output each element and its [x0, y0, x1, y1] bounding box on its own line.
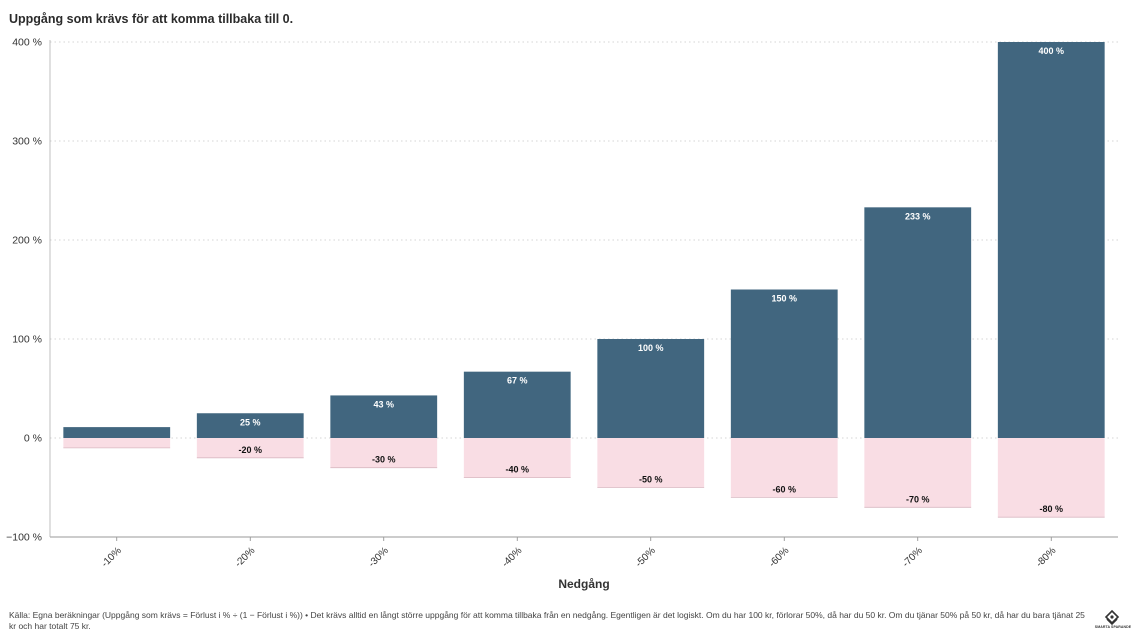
- bar-label-decline: -50 %: [639, 475, 663, 485]
- x-tick-label: -50%: [634, 545, 658, 569]
- x-axis-label: Nedgång: [558, 577, 609, 591]
- bar-label-decline: -60 %: [772, 484, 796, 494]
- source-note: Källa: Egna beräkningar (Uppgång som krä…: [9, 610, 1085, 631]
- bar-label-decline: -30 %: [372, 455, 396, 465]
- bar-required-gain: [597, 339, 705, 438]
- bar-decline: [597, 438, 705, 488]
- brand-logo-icon: [1104, 609, 1120, 626]
- bar-label-gain: 43 %: [373, 399, 394, 409]
- data-labels: 25 % -20 % 43 % -30 % 67 % -40 % 100 % -50 % 150…: [238, 46, 1064, 514]
- y-tick-label: 400 %: [12, 37, 42, 49]
- bar-decline: [63, 438, 171, 448]
- x-tick-label: -70%: [901, 545, 925, 569]
- x-tick-label: -20%: [233, 545, 257, 569]
- y-tick-label: 300 %: [12, 136, 42, 148]
- bar-required-gain: [463, 371, 571, 438]
- bar-label-gain: 400 %: [1038, 46, 1064, 56]
- x-tick-label: -80%: [1034, 545, 1058, 569]
- bar-label-decline: -70 %: [906, 494, 930, 504]
- bar-decline: [330, 438, 438, 468]
- x-tick-label: -30%: [367, 545, 391, 569]
- bar-chart: −100 % 0 % 100 % 200 % 300 % 400 % -10% -20% -30…: [6, 37, 1118, 591]
- bar-decline: [997, 438, 1105, 518]
- bar-required-gain: [997, 42, 1105, 438]
- bar-required-gain: [864, 207, 972, 438]
- chart-title: Uppgång som krävs för att komma tillbaka…: [9, 12, 294, 26]
- bar-decline: [463, 438, 571, 478]
- bar-required-gain: [730, 289, 838, 438]
- bar-label-gain: 233 %: [905, 211, 931, 221]
- bar-label-gain: 100 %: [638, 343, 664, 353]
- bar-label-gain: 67 %: [507, 376, 528, 386]
- bar-label-decline: -80 %: [1039, 504, 1063, 514]
- bar-label-decline: -20 %: [238, 445, 262, 455]
- bar-decline: [730, 438, 838, 498]
- y-tick-label: −100 %: [6, 532, 42, 544]
- brand-logo-text: SMARTA SPARANDE: [1094, 625, 1132, 629]
- x-tick-label: -40%: [500, 545, 524, 569]
- bar-required-gain: [63, 427, 171, 438]
- bar-required-gain: [330, 395, 438, 438]
- x-tick-label: -60%: [767, 545, 791, 569]
- y-tick-label: 0 %: [24, 433, 42, 445]
- x-tick-label: -10%: [100, 545, 124, 569]
- y-tick-label: 100 %: [12, 334, 42, 346]
- bar-label-gain: 25 %: [240, 417, 261, 427]
- bar-label-decline: -40 %: [505, 465, 529, 475]
- bar-decline: [196, 438, 304, 458]
- y-tick-label: 200 %: [12, 235, 42, 247]
- bars: [63, 42, 1105, 518]
- bar-label-gain: 150 %: [771, 294, 797, 304]
- bar-decline: [864, 438, 972, 508]
- bar-required-gain: [196, 413, 304, 438]
